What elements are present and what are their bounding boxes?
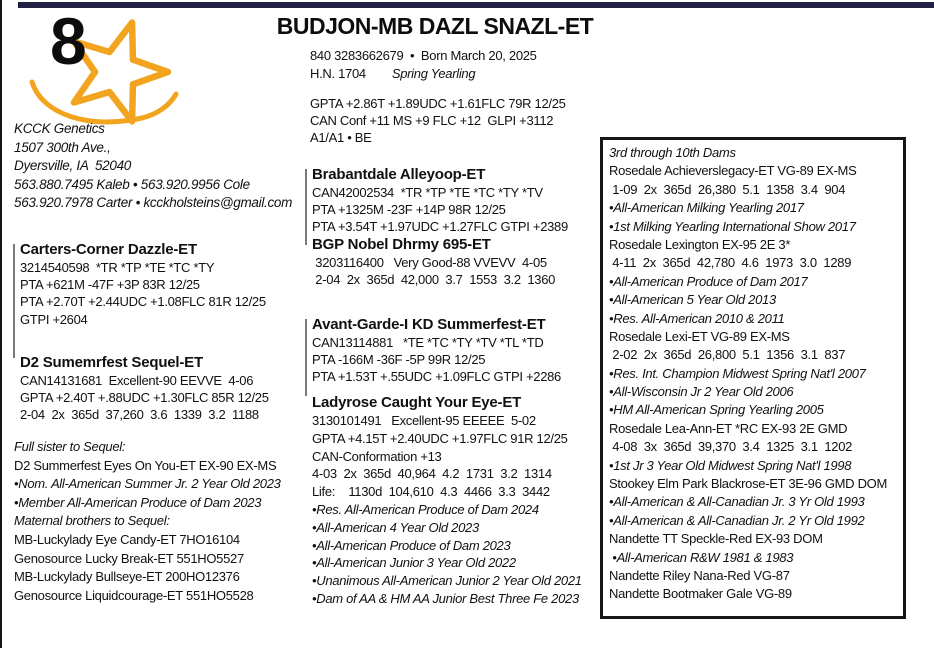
consignor-line: 563.920.7978 Carter • kcckholsteins@gmai…	[14, 195, 293, 211]
proof-line: CAN Conf +11 MS +9 FLC +12 GLPI +3112	[310, 113, 554, 129]
pedigree-line: CAN-Conformation +13	[312, 448, 442, 464]
note-line: Full sister to Sequel:	[14, 439, 126, 454]
herd-number: H.N. 1704	[310, 65, 366, 81]
pedigree-line: •All-American Junior 3 Year Old 2022	[312, 555, 516, 571]
pedigree-block-summerfest: Avant-Garde-I KD Summerfest-ET CAN1311488…	[305, 316, 561, 396]
pedigree-line: Ladyrose Caught Your Eye-ET	[312, 394, 522, 411]
dam-line: •Res. Int. Champion Midwest Spring Nat'l…	[609, 365, 866, 381]
dam-line: Rosedale Lexington EX-95 2E 3*	[609, 236, 791, 252]
pedigree-line: •All-American 4 Year Old 2023	[312, 519, 479, 535]
pedigree-line: PTA +621M -47F +3P 83R 12/25	[20, 277, 200, 293]
consignor-block: KCCK Genetics 1507 300th Ave., Dyersville,…	[14, 121, 292, 214]
consignor-line: Dyersville, IA 52040	[14, 158, 132, 174]
lot-badge: 8	[24, 6, 199, 146]
pedigree-line: Brabantdale Alleyoop-ET	[312, 166, 486, 183]
top-rule	[18, 2, 934, 8]
herd-number-line: H.N. 1704 Spring Yearling	[310, 66, 537, 84]
animal-id-block: 840 3283662679 • Born March 20, 2025 H.N…	[310, 48, 537, 83]
dam-line: •All-American R&W 1981 & 1983	[609, 549, 794, 565]
note-line: Genosource Liquidcourage-ET 551HO5528	[14, 587, 254, 603]
dam-line: •All-American & All-Canadian Jr. 3 Yr Ol…	[609, 494, 865, 510]
pedigree-line: Carters-Corner Dazzle-ET	[20, 241, 197, 258]
dam-line: •All-American Milking Yearling 2017	[609, 200, 804, 216]
pedigree-line: •Unanimous All-American Junior 2 Year Ol…	[312, 573, 582, 589]
dam-line: •1st Milking Yearling International Show…	[609, 218, 856, 234]
note-line: Genosource Lucky Break-ET 551HO5527	[14, 550, 244, 566]
note-line: D2 Summerfest Eyes On You-ET EX-90 EX-MS	[14, 457, 277, 473]
dam-line: 1-09 2x 365d 26,380 5.1 1358 3.4 904	[609, 181, 846, 197]
pedigree-line: BGP Nobel Dhrmy 695-ET	[312, 236, 491, 253]
consignor-line: KCCK Genetics	[14, 121, 105, 136]
pedigree-line: PTA +3.54T +1.97UDC +1.27FLC GTPI +2389	[312, 219, 568, 235]
family-notes-block: Full sister to Sequel: D2 Summerfest Eyes…	[14, 439, 281, 606]
pedigree-line: Avant-Garde-I KD Summerfest-ET	[312, 316, 546, 333]
note-line: •Member All-American Produce of Dam 2023	[14, 494, 262, 510]
pedigree-line: 2-04 2x 365d 42,000 3.7 1553 3.2 1360	[312, 272, 556, 288]
pedigree-line: D2 Sumemrfest Sequel-ET	[20, 354, 203, 371]
dam-line: 2-02 2x 365d 26,800 5.1 1356 3.1 837	[609, 347, 846, 363]
proof-line: A1/A1 • BE	[310, 130, 372, 146]
pedigree-line: PTA +1325M -23F +14P 98R 12/25	[312, 202, 506, 218]
pedigree-block-sequel: D2 Sumemrfest Sequel-ET CAN14131681 Excel…	[20, 354, 269, 425]
dam-line: •Res. All-American 2010 & 2011	[609, 310, 785, 326]
consignor-line: 1507 300th Ave.,	[14, 139, 111, 155]
pedigree-line: CAN13114881 *TE *TC *TY *TV *TL *TD	[312, 335, 544, 350]
pedigree-line: Life: 1130d 104,610 4.3 4466 3.3 3442	[312, 484, 550, 500]
pedigree-line: •Dam of AA & HM AA Junior Best Three Fe …	[312, 590, 579, 606]
pedigree-block-nobel: BGP Nobel Dhrmy 695-ET 3203116400 Very G…	[312, 236, 555, 289]
dam-line: •1st Jr 3 Year Old Midwest Spring Nat'l …	[609, 457, 852, 473]
dam-line: 4-08 3x 365d 39,370 3.4 1325 3.1 1202	[609, 439, 853, 455]
pedigree-line: GTPI +2604	[20, 311, 88, 327]
pedigree-line: 3214540598 *TR *TP *TE *TC *TY	[20, 260, 215, 275]
dam-line: Nandette TT Speckle-Red EX-93 DOM	[609, 531, 823, 547]
animal-stage: Spring Yearling	[391, 65, 476, 81]
consignor-line: 563.880.7495 Kaleb • 563.920.9956 Cole	[14, 176, 250, 192]
proof-line: GPTA +2.86T +1.89UDC +1.61FLC 79R 12/25	[310, 96, 566, 111]
pedigree-line: 4-03 2x 365d 40,964 4.2 1731 3.2 1314	[312, 466, 552, 482]
pedigree-line: PTA +2.70T +2.44UDC +1.08FLC 81R 12/25	[20, 294, 266, 310]
registration-line: 840 3283662679 • Born March 20, 2025	[310, 48, 537, 63]
pedigree-block-alleyoop: Brabantdale Alleyoop-ET CAN42002534 *TR *…	[305, 166, 568, 245]
dam-line: Rosedale Lea-Ann-ET *RC EX-93 2E GMD	[609, 420, 848, 436]
dam-line: •All-American Produce of Dam 2017	[609, 273, 808, 289]
pedigree-line: •Res. All-American Produce of Dam 2024	[312, 501, 539, 517]
pedigree-line: •All-American Produce of Dam 2023	[312, 537, 511, 553]
dams-box-heading: 3rd through 10th Dams	[609, 145, 736, 160]
dam-line: 4-11 2x 365d 42,780 4.6 1973 3.0 1289	[609, 255, 852, 271]
pedigree-line: PTA +1.53T +.55UDC +1.09FLC GTPI +2286	[312, 369, 561, 385]
pedigree-line: PTA -166M -36F -5P 99R 12/25	[312, 352, 486, 368]
dam-line: •All-American 5 Year Old 2013	[609, 292, 776, 308]
dam-line: •HM All-American Spring Yearling 2005	[609, 402, 824, 418]
pedigree-line: CAN14131681 Excellent-90 EEVVE 4-06	[20, 373, 254, 388]
pedigree-block-dazzle: Carters-Corner Dazzle-ET 3214540598 *TR *…	[13, 241, 266, 358]
note-line: MB-Luckylady Bullseye-ET 200HO12376	[14, 569, 240, 585]
left-page-edge	[0, 0, 2, 648]
dams-box-lines: Rosedale Achieverslegacy-ET VG-89 EX-MS …	[609, 163, 903, 604]
page-title: BUDJON-MB DAZL SNAZL-ET	[276, 13, 594, 39]
star-icon	[29, 19, 179, 125]
dam-line: Nandette Bootmaker Gale VG-89	[609, 586, 792, 602]
note-line: •Nom. All-American Summer Jr. 2 Year Old…	[14, 476, 281, 492]
note-line: MB-Luckylady Eye Candy-ET 7HO16104	[14, 531, 240, 547]
note-line: Maternal brothers to Sequel:	[14, 513, 170, 529]
pedigree-line: 2-04 2x 365d 37,260 3.6 1339 3.2 1188	[20, 407, 259, 423]
dam-line: Nandette Riley Nana-Red VG-87	[609, 567, 790, 583]
pedigree-block-ladyrose: Ladyrose Caught Your Eye-ET 3130101491 Ex…	[312, 394, 582, 609]
dam-line: •All-American & All-Canadian Jr. 2 Yr Ol…	[609, 512, 865, 528]
pedigree-line: 3203116400 Very Good-88 VVEVV 4-05	[312, 255, 547, 270]
genomic-proof-block: GPTA +2.86T +1.89UDC +1.61FLC 79R 12/25 C…	[310, 96, 566, 148]
dam-line: Stookey Elm Park Blackrose-ET 3E-96 GMD …	[609, 476, 887, 492]
pedigree-line: CAN42002534 *TR *TP *TE *TC *TY *TV	[312, 185, 543, 200]
pedigree-line: GPTA +4.15T +2.40UDC +1.97FLC 91R 12/25	[312, 430, 568, 446]
pedigree-line: GPTA +2.40T +.88UDC +1.30FLC 85R 12/25	[20, 390, 269, 406]
dam-line: Rosedale Achieverslegacy-ET VG-89 EX-MS	[609, 163, 857, 179]
pedigree-line: 3130101491 Excellent-95 EEEEE 5-02	[312, 413, 536, 428]
extended-dams-box: 3rd through 10th Dams Rosedale Achievers…	[600, 137, 906, 619]
dam-line: Rosedale Lexi-ET VG-89 EX-MS	[609, 328, 790, 344]
dam-line: •All-Wisconsin Jr 2 Year Old 2006	[609, 384, 794, 400]
lot-number: 8	[50, 4, 87, 78]
